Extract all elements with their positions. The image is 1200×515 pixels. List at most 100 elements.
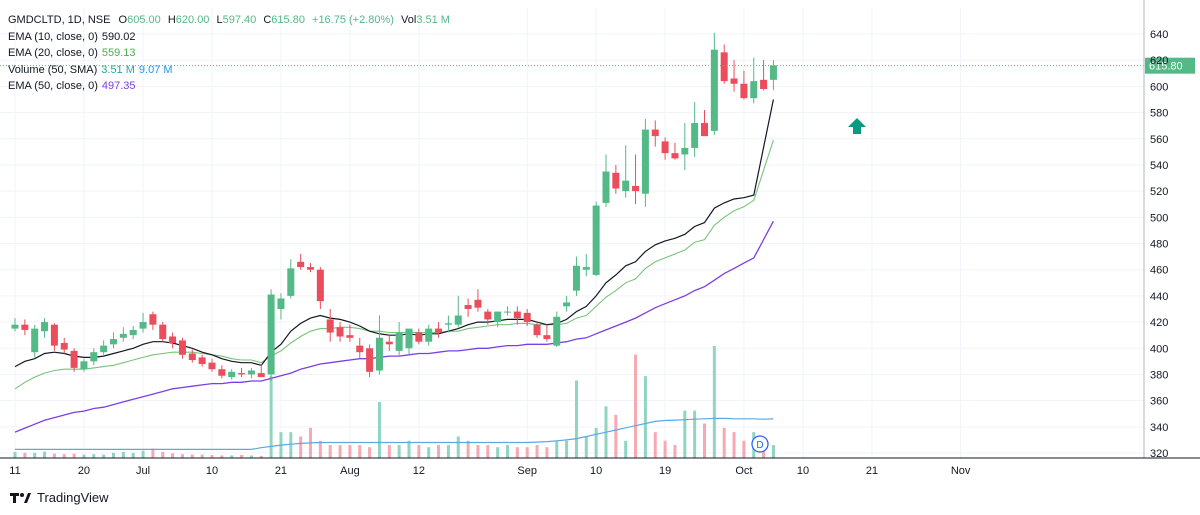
candle-body [31, 328, 39, 353]
candle-body [50, 324, 58, 346]
candle-body [582, 267, 590, 270]
open-value: 605.00 [127, 14, 161, 26]
volume-bar [190, 454, 194, 458]
candle-body [218, 369, 226, 376]
x-tick-label: 21 [275, 465, 287, 477]
indicator-value: 497.35 [101, 80, 136, 92]
indicator-ema20[interactable]: EMA (20, close, 0) 559.13 [8, 45, 450, 62]
indicator-ema10[interactable]: EMA (10, close, 0) 590.02 [8, 29, 450, 46]
y-tick-label: 360 [1150, 396, 1168, 408]
candle-body [90, 352, 98, 362]
volume-bar [112, 452, 115, 458]
indicator-label: EMA (20, close, 0) [8, 47, 98, 59]
volume-bar [210, 454, 214, 458]
candle-body [681, 147, 689, 155]
candle-body [602, 171, 610, 203]
volume-bar [732, 432, 736, 458]
indicator-volume[interactable]: Volume (50, SMA) 3.51 M 9.07 M [8, 62, 450, 79]
ema-lines [14, 99, 774, 433]
volume-bar [338, 445, 342, 458]
candle-body [238, 373, 246, 375]
candle-body [533, 324, 541, 336]
candle-body [198, 357, 206, 364]
candle-body [405, 328, 413, 349]
volume-bar [742, 440, 746, 458]
candle-body [41, 322, 49, 332]
volume-bar [240, 454, 244, 458]
candle-body [21, 324, 29, 330]
volume-bar [72, 453, 76, 458]
high-label: H [167, 14, 176, 26]
candle-body [720, 52, 728, 82]
candle-body [740, 83, 748, 99]
volume-bar [584, 436, 588, 458]
indicator-value: 590.02 [101, 30, 136, 43]
y-tick-label: 520 [1150, 186, 1168, 198]
volume-bar [141, 450, 145, 458]
x-tick-label: 10 [206, 465, 218, 477]
indicator-ema50[interactable]: EMA (50, close, 0) 497.35 [8, 78, 450, 95]
volume-bar [171, 453, 175, 458]
x-tick-label: 11 [9, 465, 20, 477]
dividend-marker-icon [751, 435, 769, 453]
candle-body [287, 268, 295, 296]
candle-body [425, 328, 433, 342]
y-tick-label: 540 [1150, 160, 1168, 172]
candle-body [671, 153, 679, 159]
indicator-value: 3.51 M [101, 63, 135, 76]
volume-bar [121, 451, 125, 458]
candle-body [11, 324, 19, 329]
candle-body [661, 141, 669, 154]
volume-bar [535, 445, 539, 458]
volume-bar [456, 436, 460, 458]
tradingview-brand[interactable]: TradingView [10, 490, 109, 505]
candles [11, 32, 777, 381]
symbol-label[interactable]: GMDCLTD, 1D, NSE [8, 14, 111, 26]
candle-body [70, 350, 78, 368]
candle-body [356, 345, 364, 353]
candle-body [188, 353, 196, 361]
volume-bar [377, 402, 381, 458]
x-tick-label: Oct [735, 465, 752, 477]
y-tick-label: 460 [1150, 265, 1168, 277]
candle-body [228, 371, 236, 378]
candle-body [513, 311, 521, 319]
last-price-tag [1145, 57, 1195, 74]
candle-body [80, 361, 88, 370]
volume-bar [269, 376, 273, 458]
change-value: +16.75 (+2.80%) [312, 14, 394, 26]
y-tick-label: 600 [1150, 81, 1168, 93]
close-label: C [263, 14, 272, 26]
candle-body [366, 348, 374, 372]
candle-body [543, 335, 551, 340]
y-tick-label: 560 [1150, 134, 1168, 146]
volume-bar [417, 445, 421, 458]
volume-bar [663, 440, 667, 458]
volume-bar [249, 455, 253, 458]
volume-bar [82, 454, 86, 458]
x-tick-label: Jul [136, 465, 150, 477]
x-tick-label: 19 [659, 465, 671, 477]
candle-body [691, 123, 699, 148]
candle-body [385, 341, 393, 345]
candle-body [730, 78, 738, 84]
volume-bar [693, 410, 697, 458]
volume-bar [180, 454, 184, 458]
candle-body [572, 265, 580, 291]
up-arrow-icon [848, 118, 866, 134]
overlays: 615.80 D [0, 57, 1195, 453]
chart-legend: GMDCLTD, 1D, NSE O605.00 H620.00 L597.40… [8, 12, 450, 95]
volume-bar [161, 451, 165, 458]
y-tick-label: 320 [1150, 448, 1168, 460]
candle-body [247, 370, 255, 375]
volume-bar [62, 454, 66, 458]
volume-bar [318, 440, 322, 458]
volume-bar [299, 436, 303, 458]
volume-bar [653, 432, 657, 458]
volume-bar [525, 447, 529, 458]
candle-body [208, 362, 216, 370]
candle-body [494, 311, 502, 323]
volume-bar [23, 452, 27, 458]
volume-bar [43, 451, 47, 458]
